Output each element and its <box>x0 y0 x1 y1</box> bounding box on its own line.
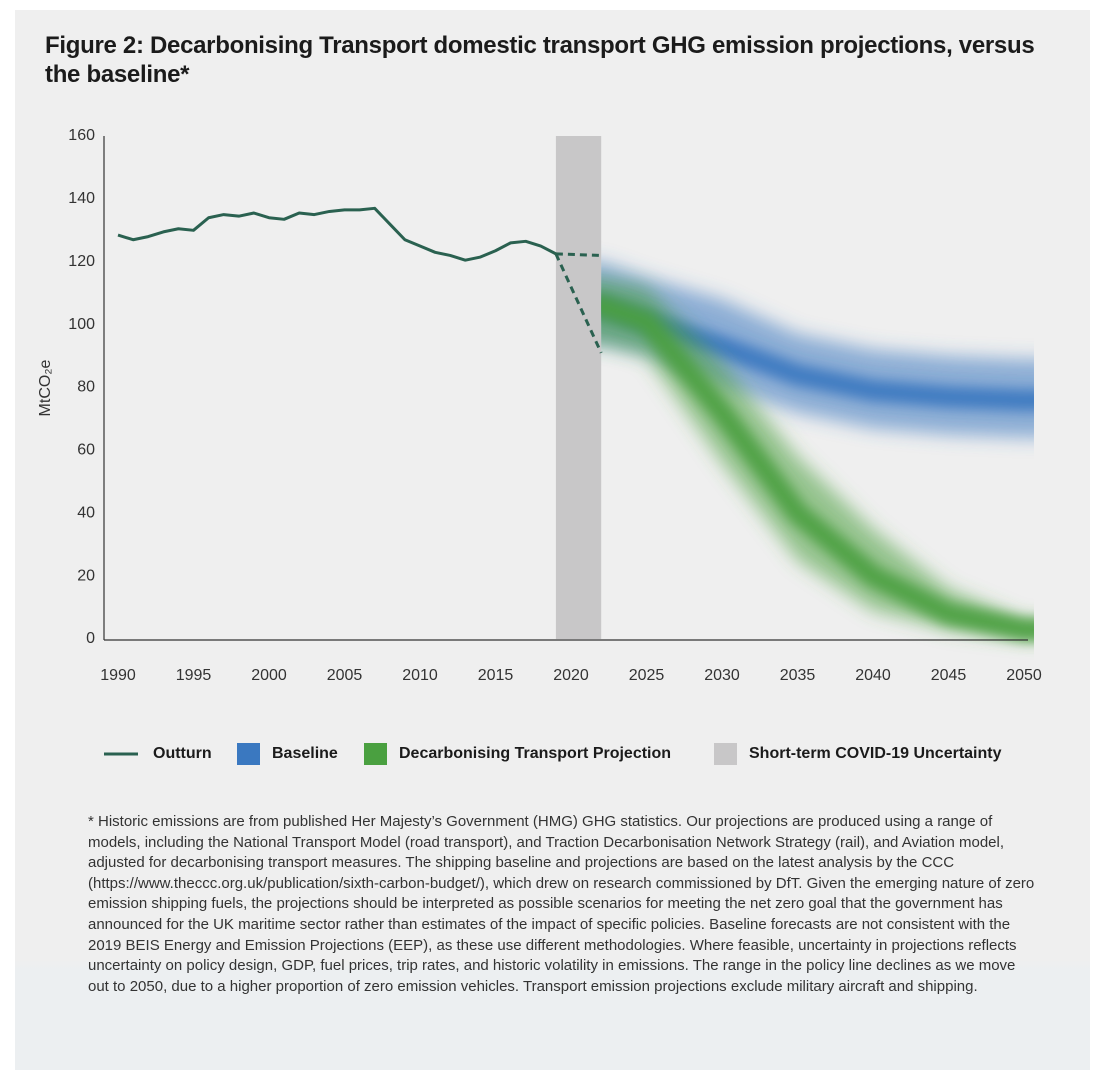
panel <box>15 10 1090 1070</box>
x-tick-label: 2035 <box>780 667 816 684</box>
x-tick-label: 1990 <box>100 667 136 684</box>
x-tick-label: 2015 <box>478 667 514 684</box>
covid-path <box>555 252 602 257</box>
x-tick-label: 2050 <box>1006 667 1042 684</box>
band-range <box>601 277 1034 639</box>
covid-path <box>554 253 603 354</box>
x-tick-label: 2025 <box>629 667 665 684</box>
chart-title: Figure 2: Decarbonising Transport domest… <box>45 32 1035 88</box>
y-tick-label: 60 <box>77 442 95 459</box>
x-tick-label: 2010 <box>402 667 438 684</box>
x-tick-label: 2020 <box>553 667 589 684</box>
x-tick-label: 2000 <box>251 667 287 684</box>
y-axis-label: MtCO₂e <box>37 359 54 416</box>
outturn-line <box>117 206 557 262</box>
legend-swatch <box>714 743 737 765</box>
x-tick-label: 2045 <box>931 667 967 684</box>
legend-label: Short-term COVID-19 Uncertainty <box>749 745 1002 762</box>
legend-label: Outturn <box>153 745 212 762</box>
x-tick-label: 2005 <box>327 667 363 684</box>
y-tick-label: 120 <box>68 253 95 270</box>
y-tick-label: 40 <box>77 504 95 521</box>
y-tick-label: 0 <box>86 630 95 647</box>
legend-label: Baseline <box>272 745 338 762</box>
legend-label: Decarbonising Transport Projection <box>399 745 671 762</box>
y-tick-label: 80 <box>77 379 95 396</box>
y-tick-label: 160 <box>68 127 95 144</box>
x-tick-label: 1995 <box>176 667 212 684</box>
y-tick-label: 140 <box>68 190 95 207</box>
x-tick-label: 2040 <box>855 667 891 684</box>
x-tick-label: 2030 <box>704 667 740 684</box>
legend-swatch <box>237 743 260 765</box>
footnote: * Historic emissions are from published … <box>88 813 1035 995</box>
y-tick-label: 100 <box>68 316 95 333</box>
y-tick-label: 20 <box>77 567 95 584</box>
covid-band <box>555 136 602 639</box>
legend-swatch <box>364 743 387 765</box>
band-center <box>601 294 1034 641</box>
